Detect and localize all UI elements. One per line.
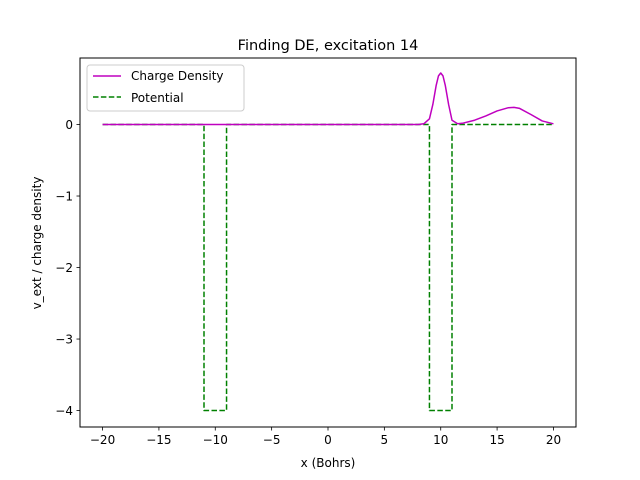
y-tick-label: −4 — [55, 404, 73, 418]
x-tick-label: 15 — [489, 433, 504, 447]
legend: Charge Density Potential — [86, 64, 245, 112]
x-tick-label: −20 — [90, 433, 115, 447]
y-tick-label: −3 — [55, 332, 73, 346]
x-tick-label: 20 — [546, 433, 561, 447]
y-axis-label: v_ext / charge density — [30, 177, 44, 310]
x-axis-label: x (Bohrs) — [301, 456, 356, 470]
y-tick-label: −1 — [55, 189, 73, 203]
x-tick-label: 10 — [433, 433, 448, 447]
chart-title: Finding DE, excitation 14 — [238, 38, 419, 54]
x-tick-label: −15 — [146, 433, 171, 447]
x-tick-label: 0 — [324, 433, 332, 447]
x-tick-label: −10 — [203, 433, 228, 447]
legend-label-potential: Potential — [131, 91, 184, 105]
x-tick-label: −5 — [263, 433, 281, 447]
legend-box — [86, 64, 245, 112]
y-axis: 0 −1 −2 −3 −4 — [55, 118, 80, 418]
y-tick-label: −2 — [55, 261, 73, 275]
plot-lines — [102, 72, 554, 412]
series-line-charge-density — [102, 72, 554, 126]
x-axis: −20 −15 −10 −5 0 5 10 15 20 — [90, 427, 561, 447]
legend-label-charge-density: Charge Density — [131, 69, 224, 83]
y-tick-label: 0 — [65, 118, 73, 132]
x-tick-label: 5 — [381, 433, 389, 447]
